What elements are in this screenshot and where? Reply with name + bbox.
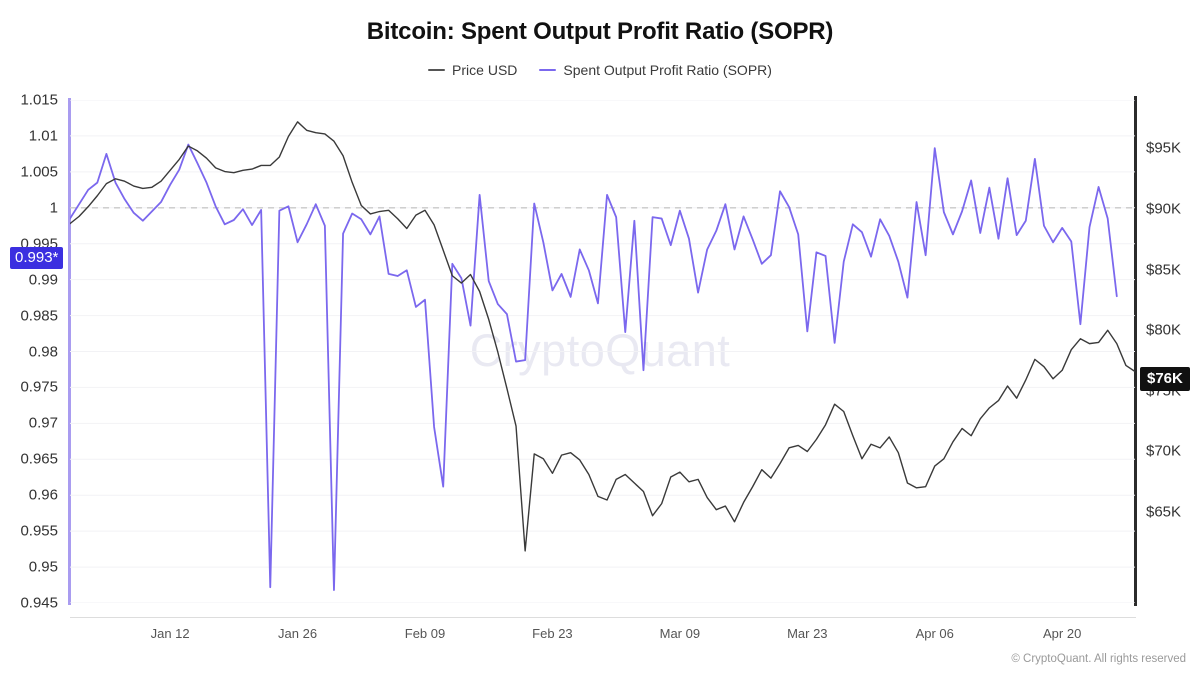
left-tick-label: 1.01 [28, 127, 58, 145]
left-tick-label: 0.985 [20, 307, 58, 325]
left-tick-label: 0.99 [28, 271, 58, 289]
left-tick-label: 1 [49, 199, 58, 217]
x-tick-label: Mar 23 [787, 626, 828, 641]
x-tick-label: Apr 20 [1043, 626, 1082, 641]
sopr-current-badge: 0.993* [10, 247, 64, 270]
legend-item-1[interactable]: Spent Output Profit Ratio (SOPR) [539, 62, 772, 78]
bottom-axis-line [70, 617, 1136, 618]
left-axis-line [68, 98, 71, 605]
legend-swatch-icon [428, 69, 446, 71]
left-tick-label: 0.955 [20, 522, 58, 540]
series-canvas [70, 100, 1135, 603]
x-tick-label: Jan 12 [150, 626, 190, 641]
right-axis-line [1134, 96, 1137, 606]
left-tick-label: 0.97 [28, 414, 58, 432]
x-tick-label: Feb 23 [532, 626, 573, 641]
legend-swatch-icon [539, 69, 557, 71]
left-tick-label: 0.965 [20, 450, 58, 468]
copyright-footer: © CryptoQuant. All rights reserved [1011, 653, 1186, 665]
right-tick-label: $85K [1146, 261, 1182, 279]
legend-item-0[interactable]: Price USD [428, 62, 517, 78]
x-tick-label: Apr 06 [915, 626, 954, 641]
left-tick-label: 0.945 [20, 594, 58, 612]
plot-area [70, 100, 1135, 603]
left-tick-label: 1.015 [20, 91, 58, 109]
legend-label: Price USD [452, 62, 518, 78]
x-tick-label: Mar 09 [659, 626, 701, 641]
chart-legend: Price USD Spent Output Profit Ratio (SOPR… [0, 62, 1200, 78]
left-tick-label: 0.98 [28, 343, 58, 360]
x-tick-label: Feb 09 [404, 626, 446, 641]
page-title: Bitcoin: Spent Output Profit Ratio (SOPR… [366, 18, 834, 45]
right-tick-label: $95K [1146, 139, 1182, 157]
left-tick-label: 0.96 [28, 486, 58, 504]
left-tick-label: 0.975 [20, 378, 58, 396]
right-tick-label: $65K [1146, 503, 1182, 521]
left-tick-label: 1.005 [20, 163, 58, 181]
left-tick-label: 0.95 [28, 558, 58, 576]
price-current-badge: $76K [1140, 366, 1190, 391]
right-tick-label: $80K [1146, 321, 1182, 339]
right-tick-label: $70K [1146, 442, 1182, 460]
series-line [70, 143, 1118, 591]
right-tick-label: $90K [1146, 200, 1182, 218]
legend-label: Spent Output Profit Ratio (SOPR) [563, 62, 772, 78]
series-line [70, 121, 1135, 552]
x-tick-label: Jan 26 [278, 626, 318, 641]
